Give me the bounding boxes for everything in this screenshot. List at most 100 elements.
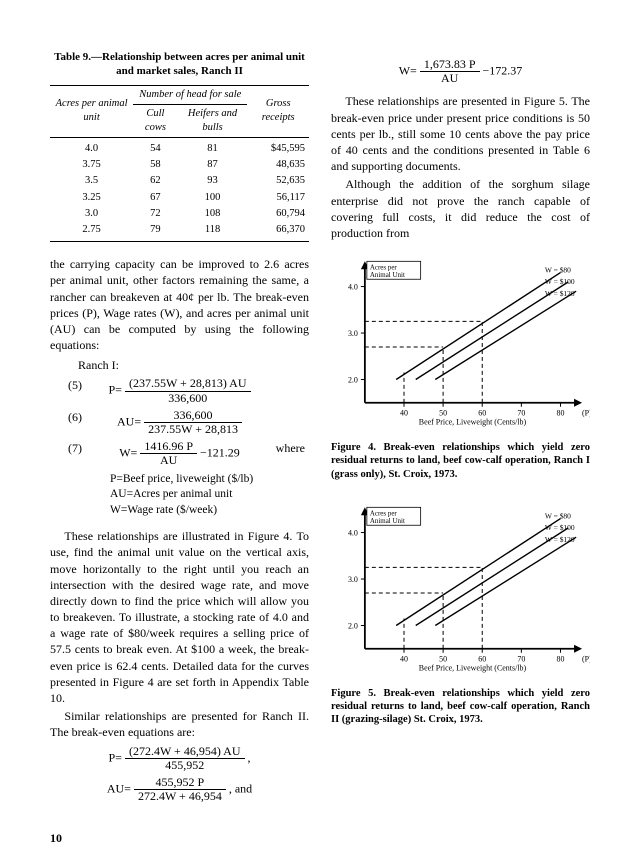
svg-text:Acres per: Acres per	[370, 263, 398, 271]
table-cell: 3.5	[50, 173, 133, 189]
eqP-top: (272.4W + 46,954) AU	[125, 745, 245, 759]
eq7-num: (7)	[68, 440, 82, 456]
eq6-lhs: AU=	[117, 414, 141, 428]
svg-text:(P): (P)	[582, 409, 590, 418]
eqW-bot: AU	[420, 72, 480, 85]
table-cell: 48,635	[247, 157, 309, 173]
svg-text:2.0: 2.0	[348, 376, 358, 385]
svg-text:2.0: 2.0	[348, 621, 358, 630]
svg-text:(P): (P)	[582, 654, 590, 663]
svg-text:80: 80	[557, 654, 565, 663]
table-row: 4.05481$45,595	[50, 138, 309, 158]
table-cell: 66,370	[247, 222, 309, 242]
svg-text:W = $80: W = $80	[545, 266, 571, 275]
eqW-top: 1,673.83 P	[420, 58, 480, 72]
table-cell: 72	[133, 206, 177, 222]
table-title: Table 9.—Relationship between acres per …	[50, 50, 309, 79]
eq-AU: AU= 455,952 P272.4W + 46,954 , and	[50, 776, 309, 803]
th-number-group: Number of head for sale	[133, 85, 247, 104]
def-w: W=Wage rate ($/week)	[110, 503, 309, 519]
eq-7: (7) W= 1416.96 PAU −121.29 where	[50, 440, 309, 467]
table-row: 3.75588748,635	[50, 157, 309, 173]
table-cell: 118	[178, 222, 248, 242]
th-acres: Acres per animal unit	[50, 85, 133, 138]
eqP-bot: 455,952	[125, 759, 245, 772]
eq6-num: (6)	[68, 409, 82, 425]
eq5-top: (237.55W + 28,813) AU	[125, 377, 251, 391]
eq-P: P= (272.4W + 46,954) AU455,952 ,	[50, 745, 309, 772]
svg-text:80: 80	[557, 409, 565, 418]
eqP-comma: ,	[248, 750, 251, 764]
eq6-top: 336,600	[144, 409, 242, 423]
svg-text:W = $100: W = $100	[545, 277, 575, 286]
left-para2: These relationships are illustrated in F…	[50, 528, 309, 706]
svg-text:40: 40	[400, 654, 408, 663]
table-row: 2.757911866,370	[50, 222, 309, 242]
th-gross: Gross receipts	[247, 85, 309, 138]
table-cell: 4.0	[50, 138, 133, 158]
svg-text:Animal Unit: Animal Unit	[370, 271, 405, 279]
table-cell: 54	[133, 138, 177, 158]
eqAU-comma: , and	[229, 781, 252, 795]
eq7-lhs: W=	[119, 446, 137, 460]
eq7-top: 1416.96 P	[140, 440, 197, 454]
svg-text:3.0: 3.0	[348, 329, 358, 338]
table-cell: 87	[178, 157, 248, 173]
table-cell: 52,635	[247, 173, 309, 189]
eqAU-top: 455,952 P	[134, 776, 226, 790]
table-cell: 62	[133, 173, 177, 189]
def-au: AU=Acres per animal unit	[110, 487, 309, 503]
table-cell: 67	[133, 190, 177, 206]
eqP-lhs: P=	[109, 750, 122, 764]
table-cell: 79	[133, 222, 177, 242]
def-p: P=Beef price, liveweight ($/lb)	[110, 472, 309, 488]
table-9: Acres per animal unit Number of head for…	[50, 85, 309, 243]
table-row: 3.07210860,794	[50, 206, 309, 222]
svg-text:4.0: 4.0	[348, 528, 358, 537]
svg-text:50: 50	[439, 654, 447, 663]
svg-text:Animal Unit: Animal Unit	[370, 517, 405, 525]
eq7-tail: −121.29	[200, 446, 240, 460]
svg-text:70: 70	[517, 654, 525, 663]
svg-text:70: 70	[517, 409, 525, 418]
figure-4: 40 50 60 70 80 2.0 3.0 4.0 Acres perAnimal Unit B…	[331, 251, 590, 431]
th-heifers: Heifers and bulls	[178, 104, 248, 137]
eq6-bot: 237.55W + 28,813	[144, 423, 242, 436]
eq7-where: where	[276, 440, 305, 456]
left-para1: the carrying capacity can be improved to…	[50, 256, 309, 353]
table-cell: 81	[178, 138, 248, 158]
fig4-caption: Figure 4. Break-even relationships which…	[331, 441, 590, 480]
svg-text:Beef Price, Liveweight (Cents/: Beef Price, Liveweight (Cents/lb)	[419, 663, 527, 672]
eqW-tail: −172.37	[483, 63, 523, 77]
page-number: 10	[50, 830, 62, 846]
svg-text:W = $120: W = $120	[545, 289, 575, 298]
svg-text:60: 60	[478, 409, 486, 418]
table-cell: 93	[178, 173, 248, 189]
table-cell: 3.25	[50, 190, 133, 206]
svg-text:4.0: 4.0	[348, 283, 358, 292]
svg-text:Acres per: Acres per	[370, 509, 398, 517]
table-cell: 108	[178, 206, 248, 222]
table-cell: 56,117	[247, 190, 309, 206]
table-cell: 60,794	[247, 206, 309, 222]
svg-text:50: 50	[439, 409, 447, 418]
table-cell: 2.75	[50, 222, 133, 242]
eq5-lhs: P=	[109, 383, 122, 397]
svg-text:60: 60	[478, 654, 486, 663]
table-cell: $45,595	[247, 138, 309, 158]
eq-W: W= 1,673.83 PAU −172.37	[331, 58, 590, 85]
th-cull: Cull cows	[133, 104, 177, 137]
eqW-lhs: W=	[399, 63, 417, 77]
svg-text:Beef Price, Liveweight (Cents/: Beef Price, Liveweight (Cents/lb)	[419, 418, 527, 427]
svg-text:W = $120: W = $120	[545, 534, 575, 543]
table-cell: 3.75	[50, 157, 133, 173]
right-para2: Although the addition of the sorghum sil…	[331, 176, 590, 241]
table-row: 3.256710056,117	[50, 190, 309, 206]
definitions: P=Beef price, liveweight ($/lb) AU=Acres…	[110, 472, 309, 519]
eq-5: (5) P= (237.55W + 28,813) AU336,600	[50, 377, 309, 404]
eq-6: (6) AU= 336,600237.55W + 28,813	[50, 409, 309, 436]
ranch1-label: Ranch I:	[78, 357, 309, 373]
eqAU-lhs: AU=	[107, 781, 131, 795]
table-row: 3.5629352,635	[50, 173, 309, 189]
svg-text:40: 40	[400, 409, 408, 418]
